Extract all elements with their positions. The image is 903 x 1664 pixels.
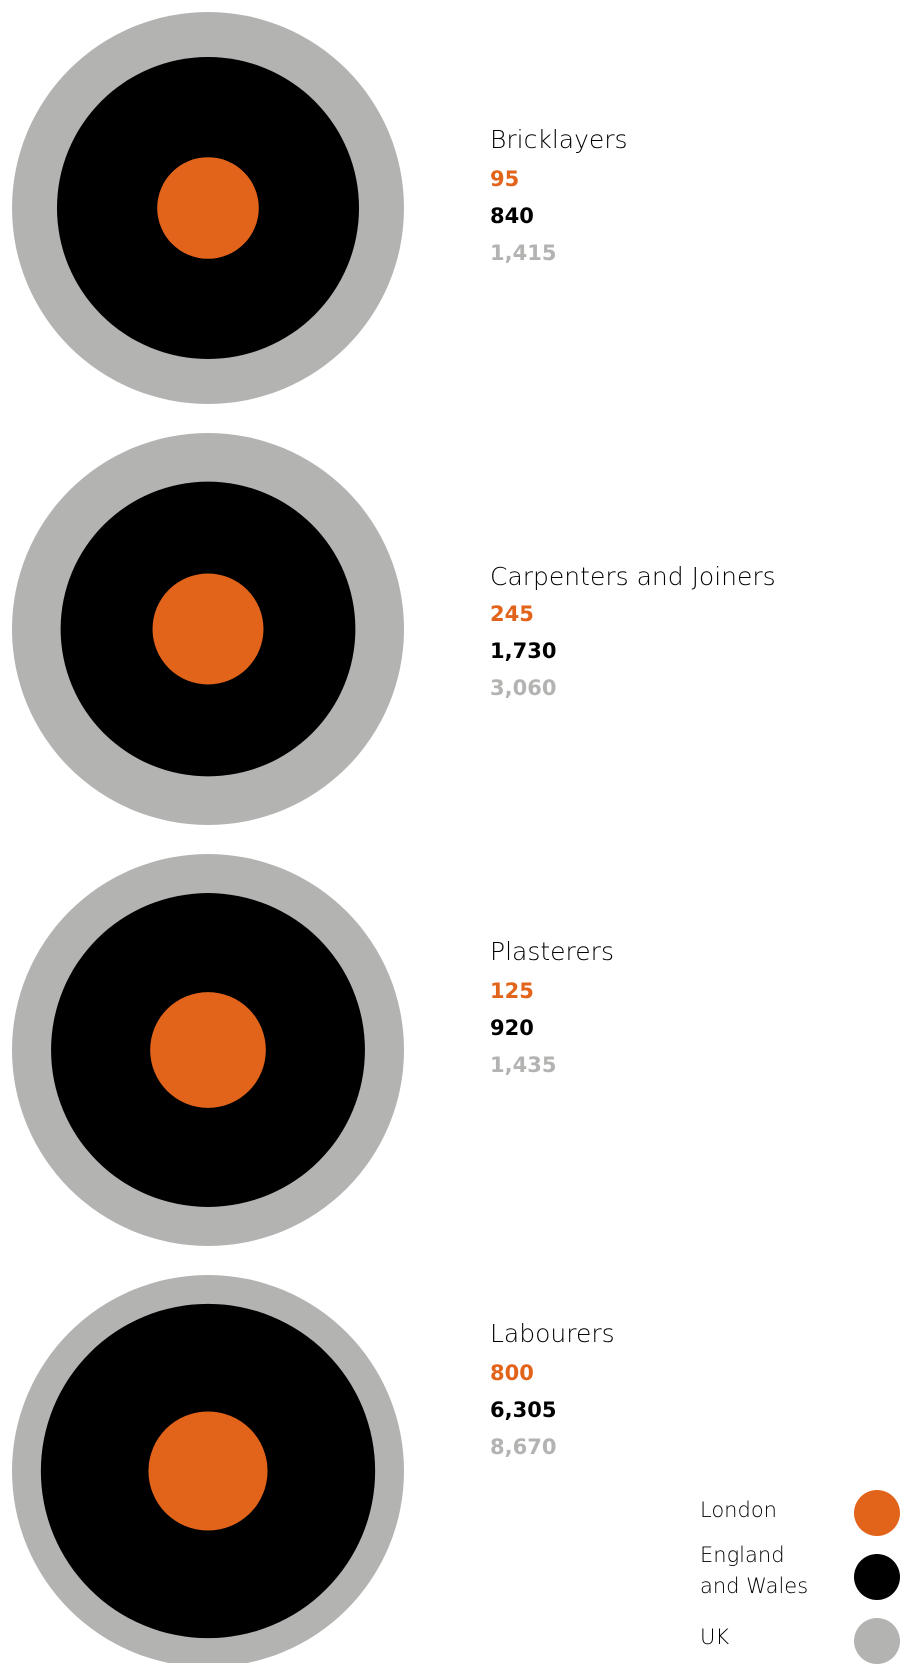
- circle-london-plasterers: [150, 992, 266, 1108]
- circle-group-bricklayers: [12, 12, 404, 404]
- category-label-carpenters-and-joiners: Carpenters and Joiners: [490, 562, 776, 591]
- circle-group-plasterers: [12, 854, 404, 1246]
- value-uk-plasterers: 1,435: [490, 1053, 557, 1077]
- category-label-labourers: Labourers: [490, 1319, 615, 1348]
- circle-london-labourers: [148, 1411, 268, 1531]
- circle-london-carpenters: [152, 573, 264, 685]
- value-london-carpenters: 245: [490, 602, 534, 626]
- legend-label-england-line1: England: [700, 1543, 785, 1567]
- legend-swatch-uk: [854, 1618, 900, 1664]
- value-england-wales-carpenters: 1,730: [490, 639, 557, 663]
- legend-swatch-london: [854, 1490, 900, 1536]
- value-england-wales-plasterers: 920: [490, 1016, 534, 1040]
- value-uk-labourers: 8,670: [490, 1435, 557, 1459]
- value-uk-bricklayers: 1,415: [490, 241, 557, 265]
- value-london-labourers: 800: [490, 1361, 534, 1385]
- value-uk-carpenters: 3,060: [490, 676, 557, 700]
- legend: London England and Wales UK: [700, 1480, 903, 1664]
- circle-group-carpenters: [12, 433, 404, 825]
- value-london-bricklayers: 95: [490, 167, 520, 191]
- value-england-wales-labourers: 6,305: [490, 1398, 557, 1422]
- value-london-plasterers: 125: [490, 979, 534, 1003]
- legend-label-uk: UK: [700, 1625, 730, 1649]
- legend-label-england-line2: and Wales: [700, 1574, 809, 1598]
- value-england-wales-bricklayers: 840: [490, 204, 534, 228]
- circle-london-bricklayers: [157, 157, 259, 259]
- legend-swatch-england-wales: [854, 1554, 900, 1600]
- legend-label-london: London: [700, 1498, 777, 1522]
- category-label-bricklayers: Bricklayers: [490, 125, 628, 154]
- circle-group-labourers: [12, 1275, 404, 1663]
- category-label-plasterers: Plasterers: [490, 937, 614, 966]
